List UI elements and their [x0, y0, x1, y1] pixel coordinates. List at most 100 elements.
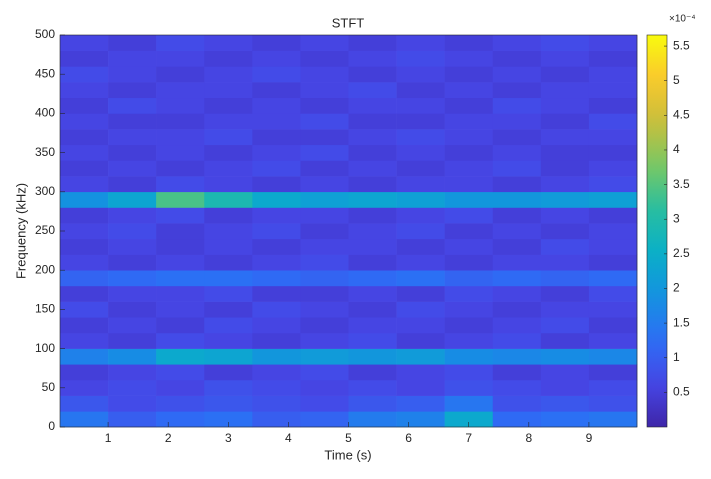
heatmap-cell — [60, 160, 109, 177]
heatmap-cell — [156, 144, 205, 161]
heatmap-cell — [588, 411, 638, 428]
heatmap-cell — [252, 395, 301, 412]
heatmap-cell — [396, 191, 445, 208]
heatmap-cell — [300, 332, 349, 349]
heatmap-cell — [252, 270, 301, 287]
heatmap-cell — [300, 176, 349, 193]
heatmap-cell — [252, 97, 301, 114]
colorbar-tick-label: 5 — [673, 73, 680, 87]
heatmap-cell — [588, 317, 638, 334]
heatmap-cell — [540, 348, 590, 365]
heatmap-cell — [60, 379, 109, 396]
heatmap-cell — [348, 238, 397, 255]
y-tick-label: 0 — [48, 419, 55, 433]
heatmap-cell — [156, 82, 205, 99]
colorbar-exponent: ×10⁻⁴ — [669, 14, 696, 25]
heatmap-cell — [108, 317, 157, 334]
heatmap-cell — [492, 411, 542, 428]
heatmap-cell — [444, 82, 494, 99]
heatmap-cell — [204, 285, 253, 302]
heatmap-cell — [396, 223, 445, 240]
heatmap-cell — [252, 144, 301, 161]
heatmap-cell — [444, 176, 494, 193]
heatmap-cell — [108, 82, 157, 99]
heatmap-cell — [252, 113, 301, 130]
heatmap-cell — [444, 332, 494, 349]
heatmap-cell — [492, 176, 542, 193]
heatmap-cell — [492, 113, 542, 130]
x-tick-label: 6 — [405, 431, 412, 445]
heatmap-cell — [444, 379, 494, 396]
heatmap-cell — [492, 207, 542, 224]
heatmap-cell — [396, 238, 445, 255]
heatmap-cell — [492, 82, 542, 99]
heatmap-cell — [60, 207, 109, 224]
heatmap-cell — [204, 348, 253, 365]
heatmap-cell — [204, 129, 253, 146]
heatmap-cell — [492, 317, 542, 334]
heatmap-cell — [156, 332, 205, 349]
heatmap-cell — [108, 379, 157, 396]
heatmap-cell — [300, 364, 349, 381]
heatmap-cell — [348, 317, 397, 334]
heatmap-cell — [396, 129, 445, 146]
colorbar-tick-label: 2.5 — [673, 246, 690, 260]
heatmap-cell — [60, 395, 109, 412]
heatmap-cell — [300, 254, 349, 271]
heatmap-cell — [252, 411, 301, 428]
heatmap-cell — [156, 97, 205, 114]
heatmap-cell — [204, 364, 253, 381]
heatmap-cell — [396, 82, 445, 99]
heatmap-cell — [204, 411, 253, 428]
colorbar-tick-label: 3.5 — [673, 177, 690, 191]
heatmap-cell — [540, 160, 590, 177]
colorbar — [646, 34, 668, 428]
y-tick-label: 150 — [35, 302, 55, 316]
heatmap-cell — [348, 35, 397, 51]
heatmap-cell — [540, 379, 590, 396]
heatmap-cell — [204, 238, 253, 255]
y-tick-label: 350 — [35, 145, 55, 159]
heatmap-cell — [540, 144, 590, 161]
x-tick-label: 9 — [586, 431, 593, 445]
heatmap-cell — [492, 97, 542, 114]
heatmap-cell — [492, 50, 542, 67]
heatmap-cell — [444, 254, 494, 271]
heatmap-cell — [300, 97, 349, 114]
heatmap-cell — [252, 207, 301, 224]
y-axis-label: Frequency (kHz) — [13, 183, 28, 279]
heatmap-cell — [108, 332, 157, 349]
heatmap-cell — [108, 160, 157, 177]
heatmap-cell — [108, 364, 157, 381]
heatmap-cell — [588, 379, 638, 396]
heatmap-cell — [204, 301, 253, 318]
x-tick-label: 4 — [285, 431, 292, 445]
heatmap-cell — [348, 144, 397, 161]
heatmap-cell — [492, 160, 542, 177]
y-tick-label: 450 — [35, 66, 55, 80]
heatmap-cell — [444, 223, 494, 240]
heatmap-cell — [156, 129, 205, 146]
heatmap-cell — [348, 50, 397, 67]
heatmap-cell — [204, 191, 253, 208]
heatmap-cell — [444, 411, 494, 428]
heatmap-cell — [444, 317, 494, 334]
colorbar-tick-label: 1 — [673, 350, 680, 364]
heatmap-cell — [396, 348, 445, 365]
heatmap-cell — [540, 411, 590, 428]
x-tick-label: 3 — [225, 431, 232, 445]
heatmap-cell — [252, 191, 301, 208]
heatmap-cell — [300, 348, 349, 365]
heatmap-cell — [108, 348, 157, 365]
heatmap-cell — [540, 176, 590, 193]
heatmap-cell — [492, 129, 542, 146]
heatmap-cell — [252, 66, 301, 83]
heatmap-cell — [540, 129, 590, 146]
heatmap-cell — [108, 97, 157, 114]
colorbar-tick-label: 4 — [673, 142, 680, 156]
heatmap-cell — [444, 207, 494, 224]
heatmap-cell — [492, 332, 542, 349]
heatmap-cell — [300, 144, 349, 161]
heatmap-cell — [108, 144, 157, 161]
